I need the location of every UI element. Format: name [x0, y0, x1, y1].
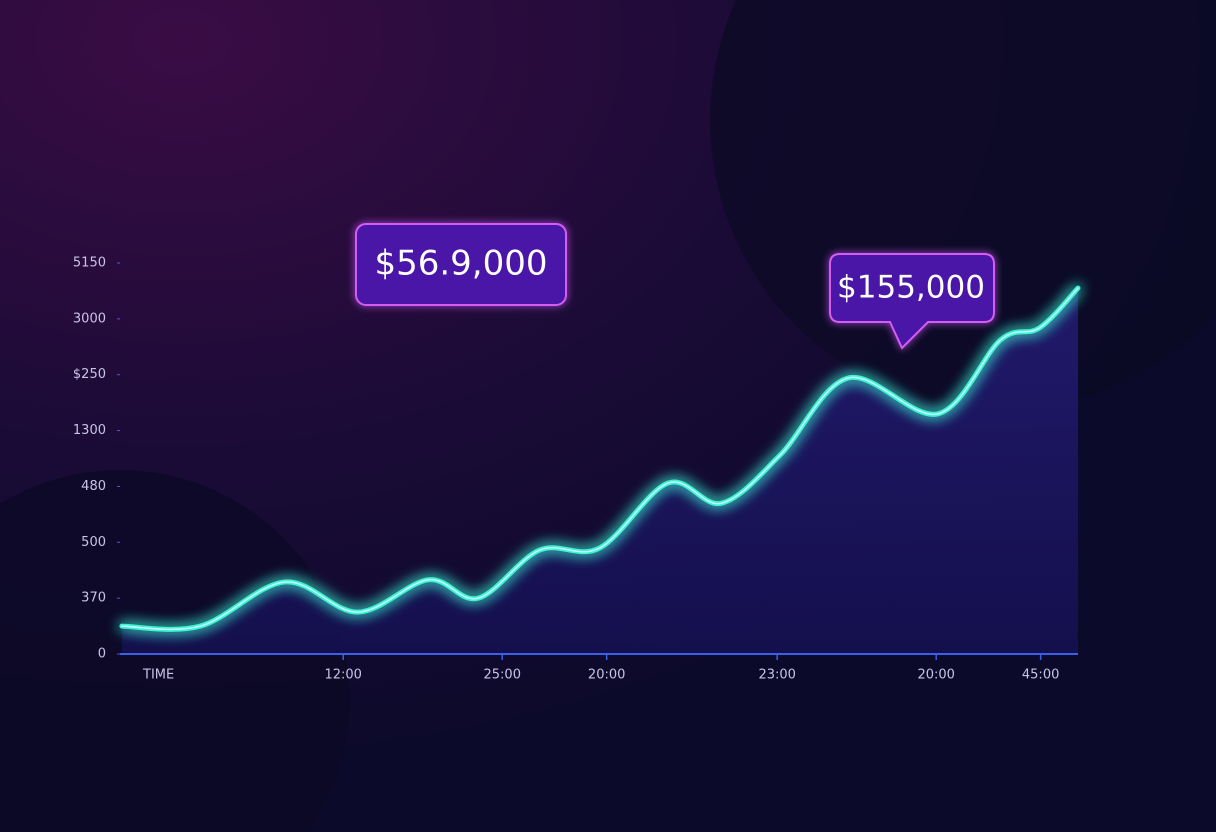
callout-box	[829, 253, 995, 350]
callout	[355, 223, 567, 306]
x-tick-label: 25:00	[484, 668, 521, 683]
x-tick-label: 45:00	[1022, 668, 1059, 683]
line-core	[121, 287, 1079, 631]
y-tick-label: $250	[73, 367, 106, 382]
area	[121, 288, 1078, 654]
x-tick-label: 20:00	[588, 668, 625, 683]
callout-text: $155,000	[837, 270, 985, 306]
y-tick-label: 0	[98, 647, 106, 662]
x-axis-label: TIME	[142, 668, 174, 683]
y-tick-label: 480	[81, 479, 106, 494]
callout	[829, 253, 995, 350]
y-tick-label: 1300	[73, 423, 106, 438]
y-tick-label: 5150	[73, 256, 106, 271]
x-tick-label: 23:00	[758, 668, 795, 683]
y-tick-label: 500	[81, 535, 106, 550]
x-tick-label: 12:00	[324, 668, 361, 683]
y-tick-label: 3000	[73, 311, 106, 326]
y-tick-label: 370	[81, 591, 106, 606]
plot	[119, 285, 1081, 654]
x-tick-label: 20:00	[917, 668, 954, 683]
callout-box	[355, 223, 567, 306]
callout-text: $56.9,000	[374, 244, 547, 284]
